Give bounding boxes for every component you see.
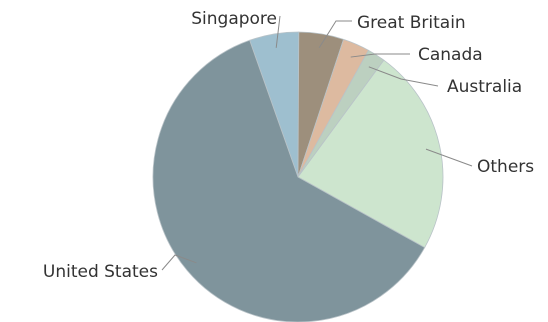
leader-line-united-states [161, 254, 197, 271]
pie-slice-united-states [152, 39, 426, 322]
leader-line-others [425, 148, 473, 167]
slice-label-others: Others [477, 157, 534, 177]
pie-slices [152, 31, 444, 322]
leader-line-great-britain [318, 20, 352, 48]
slice-label-united-states: United States [43, 262, 158, 282]
leader-line-australia [368, 66, 439, 87]
slice-label-great-britain: Great Britain [357, 13, 466, 33]
leader-line-canada [350, 53, 410, 58]
label-leaders [161, 15, 473, 271]
slice-labels: Singapore Great Britain Canada Australia Oth… [43, 9, 534, 282]
slice-label-australia: Australia [447, 77, 522, 97]
slice-label-singapore: Singapore [191, 9, 277, 29]
leader-line-singapore [275, 15, 281, 48]
slice-label-canada: Canada [418, 45, 483, 65]
pie-slice-others [297, 59, 444, 249]
